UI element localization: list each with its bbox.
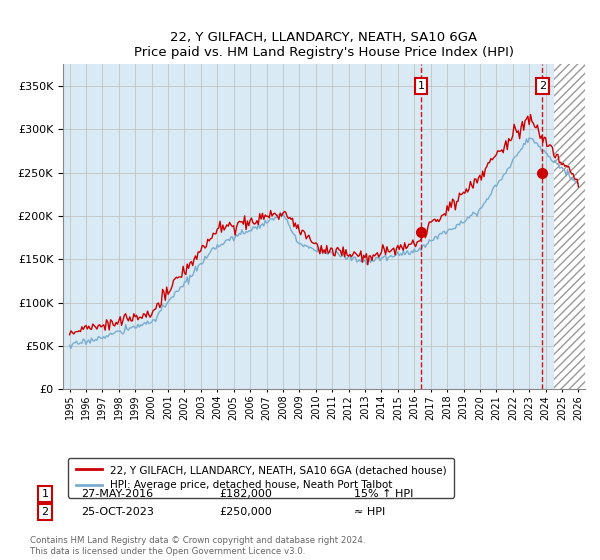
Text: 15% ↑ HPI: 15% ↑ HPI (354, 489, 413, 499)
Text: 2: 2 (41, 507, 49, 517)
Title: 22, Y GILFACH, LLANDARCY, NEATH, SA10 6GA
Price paid vs. HM Land Registry's Hous: 22, Y GILFACH, LLANDARCY, NEATH, SA10 6G… (134, 31, 514, 59)
Text: £250,000: £250,000 (219, 507, 272, 517)
Legend: 22, Y GILFACH, LLANDARCY, NEATH, SA10 6GA (detached house), HPI: Average price, : 22, Y GILFACH, LLANDARCY, NEATH, SA10 6G… (68, 458, 454, 497)
Text: 2: 2 (539, 81, 546, 91)
Text: ≈ HPI: ≈ HPI (354, 507, 385, 517)
Text: £182,000: £182,000 (219, 489, 272, 499)
Text: 27-MAY-2016: 27-MAY-2016 (81, 489, 153, 499)
Text: 1: 1 (41, 489, 49, 499)
Text: Contains HM Land Registry data © Crown copyright and database right 2024.
This d: Contains HM Land Registry data © Crown c… (30, 536, 365, 556)
Bar (554, 64, 585, 389)
Text: 25-OCT-2023: 25-OCT-2023 (81, 507, 154, 517)
Text: 1: 1 (418, 81, 425, 91)
